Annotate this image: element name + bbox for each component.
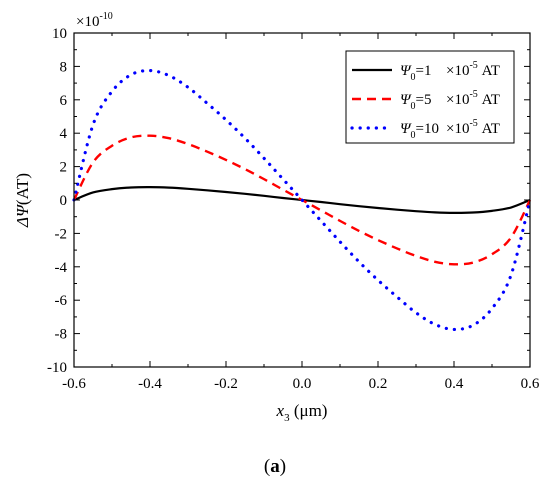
ticks-layer: -0.6 -0.4 -0.2 0.0 0.2 0.4 0.6 -10 -8 -6 -4 -2 0 2 4 6 8…	[47, 26, 540, 392]
y-tick-label: -4	[55, 260, 68, 276]
y-tick-label: -8	[55, 327, 68, 343]
x-tick-label: 0.6	[521, 376, 540, 392]
y-axis-title: ΔΨ(AT)	[13, 173, 32, 228]
x-tick-label: 0.4	[445, 376, 464, 392]
y-tick-label: 8	[60, 59, 68, 75]
x-tick-label: 0.2	[369, 376, 388, 392]
legend-label-1: Ψ0=1 ×10-5 AT	[400, 60, 500, 83]
y-tick-label: 6	[60, 93, 68, 109]
x-axis-title: x3 (μm)	[276, 401, 328, 424]
plot-frame	[73, 32, 531, 368]
series-layer	[72, 68, 532, 332]
y-tick-label: 0	[60, 193, 68, 209]
y-tick-label: -6	[55, 293, 68, 309]
legend-label-2: Ψ0=5 ×10-5 AT	[400, 89, 500, 112]
x-tick-label: -0.2	[214, 376, 238, 392]
y-tick-label: 4	[60, 126, 68, 142]
figure-caption: (a)	[264, 456, 286, 477]
legend: Ψ0=1 ×10-5 AT Ψ0=5 ×10-5 AT Ψ0=10 ×10-5 AT	[345, 50, 515, 144]
y-tick-label: 10	[52, 26, 67, 42]
y-tick-label: 2	[60, 160, 68, 176]
y-tick-label: -2	[55, 226, 68, 242]
y-tick-label: -10	[47, 360, 67, 376]
legend-label-3: Ψ0=10 ×10-5 AT	[400, 118, 500, 141]
x-tick-label: -0.4	[138, 376, 162, 392]
legend-box	[345, 50, 515, 144]
y-multiplier: ×10-10	[76, 11, 113, 30]
series-line-3	[72, 68, 532, 332]
x-tick-label: 0.0	[293, 376, 312, 392]
x-tick-label: -0.6	[62, 376, 86, 392]
